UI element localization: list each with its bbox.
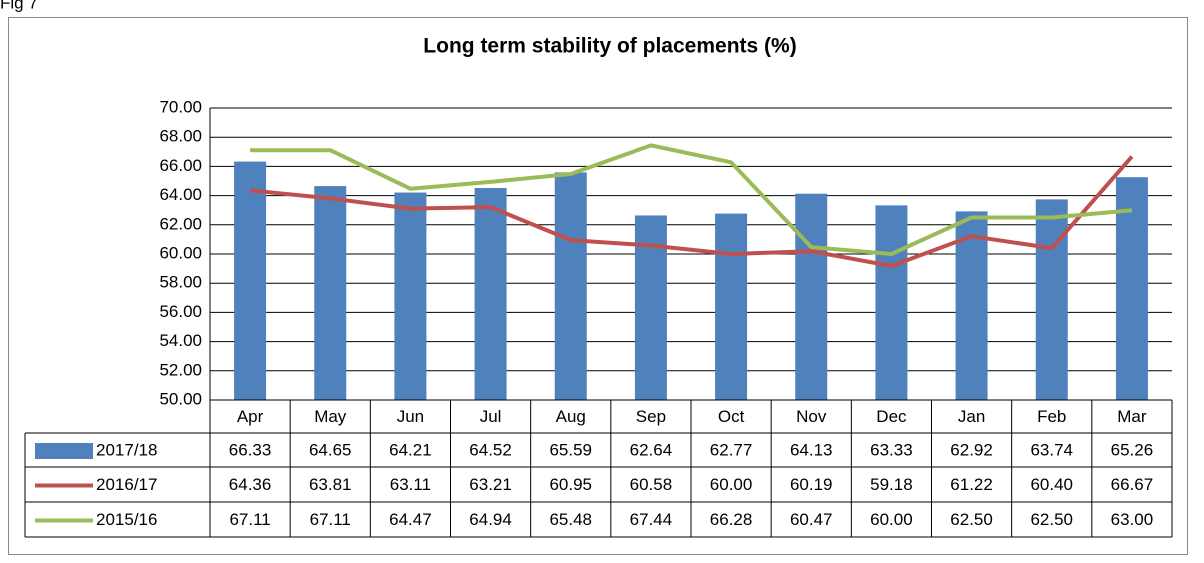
table-value: 66.67 bbox=[1111, 475, 1154, 494]
chart-border bbox=[8, 17, 1188, 555]
x-tick-label: Feb bbox=[1037, 407, 1066, 426]
table-value: 63.11 bbox=[390, 475, 431, 494]
bar bbox=[875, 205, 908, 400]
x-tick-label: May bbox=[314, 407, 347, 426]
table-value: 64.13 bbox=[790, 440, 833, 459]
table-value: 64.36 bbox=[229, 475, 272, 494]
table-value: 60.19 bbox=[790, 475, 833, 494]
legend-label: 2015/16 bbox=[96, 510, 157, 529]
table-value: 60.58 bbox=[630, 475, 673, 494]
table-value: 67.11 bbox=[310, 510, 351, 529]
line-series bbox=[250, 143, 1133, 256]
table-value: 62.50 bbox=[950, 510, 993, 529]
x-tick-label: Dec bbox=[876, 407, 907, 426]
table-value: 63.74 bbox=[1030, 440, 1073, 459]
table-value: 64.21 bbox=[389, 440, 432, 459]
table-value: 63.33 bbox=[870, 440, 913, 459]
table-value: 60.40 bbox=[1030, 475, 1073, 494]
y-tick-label: 62.00 bbox=[159, 214, 202, 233]
x-tick-label: Apr bbox=[237, 407, 264, 426]
figure-label: Fig 7 bbox=[0, 0, 38, 12]
x-tick-label: Jun bbox=[397, 407, 424, 426]
y-tick-label: 52.00 bbox=[159, 360, 202, 379]
x-tick-label: Mar bbox=[1117, 407, 1147, 426]
table-value: 62.50 bbox=[1030, 510, 1073, 529]
bar bbox=[1035, 199, 1068, 400]
bar bbox=[955, 211, 988, 400]
table-value: 67.11 bbox=[229, 510, 270, 529]
table-value: 59.18 bbox=[870, 475, 913, 494]
y-tick-label: 60.00 bbox=[159, 243, 202, 262]
bar bbox=[1115, 177, 1148, 400]
legend-label: 2017/18 bbox=[96, 440, 157, 459]
chart-title: Long term stability of placements (%) bbox=[423, 35, 796, 58]
table-value: 60.00 bbox=[870, 510, 913, 529]
x-tick-label: Jul bbox=[480, 407, 502, 426]
table-value: 67.44 bbox=[630, 510, 673, 529]
bar bbox=[715, 213, 748, 400]
legend-swatch bbox=[35, 443, 93, 459]
table-value: 65.26 bbox=[1111, 440, 1154, 459]
table-value: 61.22 bbox=[950, 475, 993, 494]
table-value: 63.21 bbox=[469, 475, 512, 494]
table-value: 66.28 bbox=[710, 510, 753, 529]
table-value: 65.59 bbox=[549, 440, 592, 459]
table-value: 64.94 bbox=[469, 510, 512, 529]
y-tick-label: 58.00 bbox=[159, 273, 202, 292]
bar bbox=[554, 172, 587, 400]
table-value: 64.52 bbox=[469, 440, 512, 459]
table-value: 65.48 bbox=[549, 510, 592, 529]
table-value: 62.64 bbox=[630, 440, 673, 459]
x-tick-label: Nov bbox=[796, 407, 827, 426]
y-tick-label: 70.00 bbox=[159, 97, 202, 116]
table-value: 64.65 bbox=[309, 440, 352, 459]
y-tick-label: 66.00 bbox=[159, 156, 202, 175]
bar bbox=[394, 192, 427, 400]
table-value: 63.81 bbox=[309, 475, 352, 494]
table-value: 62.77 bbox=[710, 440, 753, 459]
y-tick-label: 64.00 bbox=[159, 185, 202, 204]
x-tick-label: Sep bbox=[636, 407, 666, 426]
table-value: 60.47 bbox=[790, 510, 833, 529]
line-series bbox=[249, 155, 1134, 268]
legend-label: 2016/17 bbox=[96, 475, 157, 494]
bar bbox=[474, 188, 507, 400]
y-tick-label: 56.00 bbox=[159, 302, 202, 321]
x-tick-label: Jan bbox=[958, 407, 985, 426]
y-tick-label: 50.00 bbox=[159, 389, 202, 408]
y-tick-label: 68.00 bbox=[159, 127, 202, 146]
table-value: 66.33 bbox=[229, 440, 272, 459]
bar bbox=[795, 193, 828, 400]
bar bbox=[234, 161, 267, 400]
x-tick-label: Oct bbox=[718, 407, 745, 426]
table-value: 60.00 bbox=[710, 475, 753, 494]
y-tick-label: 54.00 bbox=[159, 331, 202, 350]
table-value: 60.95 bbox=[549, 475, 592, 494]
x-tick-label: Aug bbox=[556, 407, 586, 426]
table-value: 62.92 bbox=[950, 440, 993, 459]
table-value: 63.00 bbox=[1111, 510, 1154, 529]
table-value: 64.47 bbox=[389, 510, 432, 529]
bar bbox=[314, 186, 347, 400]
